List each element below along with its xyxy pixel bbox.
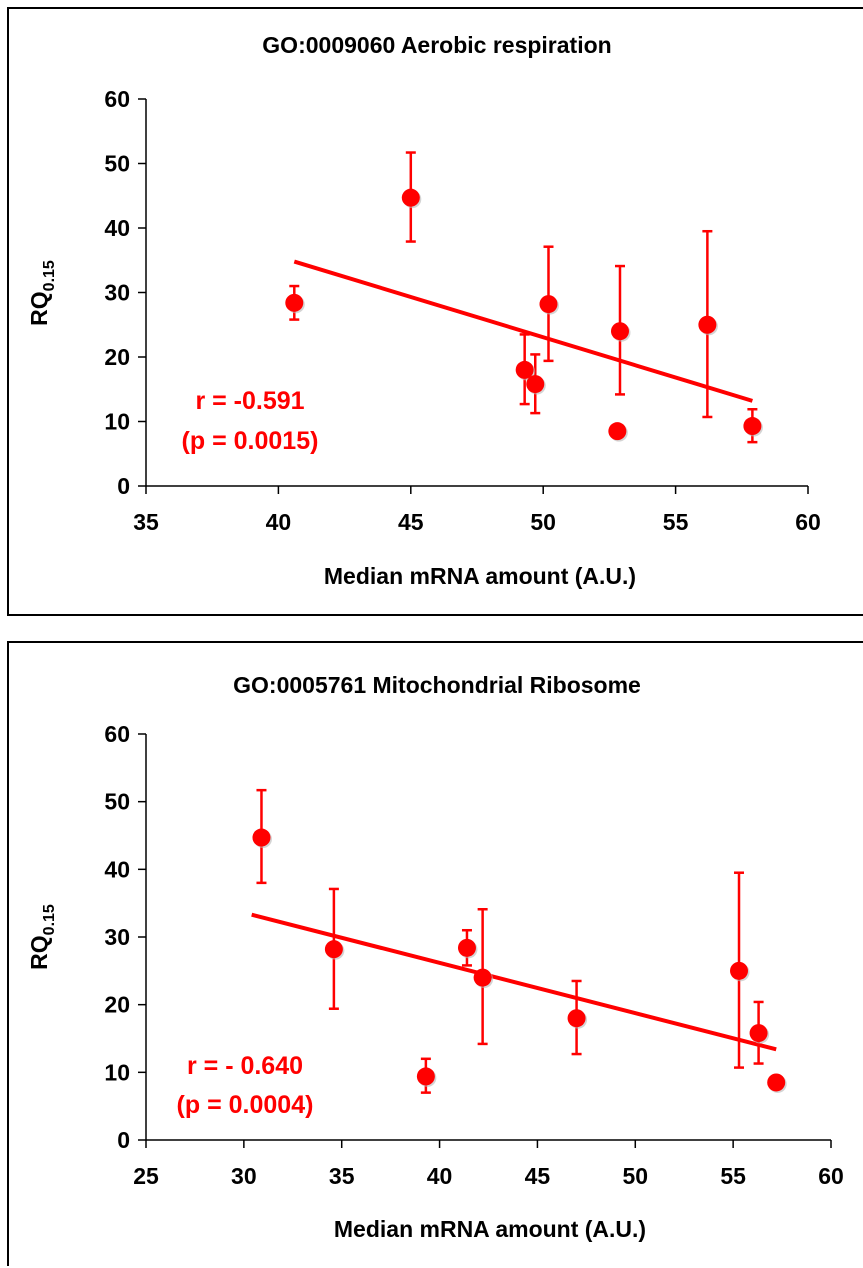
x-tick-label: 30 bbox=[231, 1163, 257, 1189]
scatter-chart-mitochondrial-ribosome: GO:0005761 Mitochondrial Ribosome Median… bbox=[26, 672, 844, 1242]
x-tick-label: 60 bbox=[818, 1163, 844, 1189]
data-point bbox=[416, 1067, 435, 1086]
correlation-r-label: r = - 0.640 bbox=[187, 1052, 303, 1080]
y-tick-label: 60 bbox=[104, 86, 130, 112]
x-tick-label: 55 bbox=[720, 1163, 746, 1189]
x-tick-label: 35 bbox=[329, 1163, 355, 1189]
data-point bbox=[324, 940, 343, 959]
data-point bbox=[749, 1024, 768, 1043]
chart-title: GO:0005761 Mitochondrial Ribosome bbox=[233, 672, 641, 698]
y-tick-label: 50 bbox=[104, 789, 130, 815]
data-point bbox=[473, 968, 492, 987]
y-axis-label-subscript: 0.15 bbox=[41, 260, 58, 291]
scatter-chart-aerobic-respiration: GO:0009060 Aerobic respiration Median mR… bbox=[26, 32, 821, 589]
trend-line bbox=[251, 912, 777, 1052]
chart-panel-mitochondrial-ribosome: GO:0005761 Mitochondrial Ribosome Median… bbox=[7, 641, 863, 1266]
data-point bbox=[539, 295, 558, 314]
x-tick-label: 40 bbox=[427, 1163, 453, 1189]
data-point bbox=[285, 293, 304, 312]
data-point bbox=[608, 422, 627, 441]
data-point bbox=[743, 417, 762, 436]
data-point bbox=[767, 1073, 786, 1092]
data-point bbox=[526, 375, 545, 394]
y-tick-label: 20 bbox=[104, 992, 130, 1018]
x-tick-label: 45 bbox=[398, 509, 424, 535]
data-point bbox=[610, 322, 629, 341]
data-point bbox=[401, 188, 420, 207]
x-tick-label: 50 bbox=[622, 1163, 648, 1189]
data-point bbox=[515, 360, 534, 379]
x-tick-label: 45 bbox=[525, 1163, 551, 1189]
y-tick-label: 20 bbox=[104, 344, 130, 370]
y-tick-label: 50 bbox=[104, 151, 130, 177]
data-point bbox=[252, 828, 271, 847]
y-axis-label-main: RQ bbox=[26, 935, 52, 970]
x-tick-label: 35 bbox=[133, 509, 159, 535]
y-tick-label: 30 bbox=[104, 280, 130, 306]
y-tick-label: 0 bbox=[117, 1127, 130, 1153]
y-axis-label: RQ0.15 bbox=[26, 260, 58, 326]
correlation-r-label: r = -0.591 bbox=[195, 387, 304, 415]
y-tick-label: 40 bbox=[104, 215, 130, 241]
x-tick-label: 60 bbox=[795, 509, 821, 535]
y-tick-label: 10 bbox=[104, 409, 130, 435]
y-tick-label: 60 bbox=[104, 721, 130, 747]
x-axis-label: Median mRNA amount (A.U.) bbox=[324, 563, 636, 589]
x-tick-label: 50 bbox=[530, 509, 556, 535]
data-point bbox=[730, 961, 749, 980]
x-tick-label: 40 bbox=[266, 509, 292, 535]
y-tick-label: 40 bbox=[104, 856, 130, 882]
x-tick-label: 25 bbox=[133, 1163, 159, 1189]
y-axis-label: RQ0.15 bbox=[26, 904, 58, 970]
x-axis-label: Median mRNA amount (A.U.) bbox=[334, 1216, 646, 1242]
data-point bbox=[698, 315, 717, 334]
y-axis-label-subscript: 0.15 bbox=[41, 904, 58, 935]
y-tick-label: 10 bbox=[104, 1059, 130, 1085]
x-tick-label: 55 bbox=[663, 509, 689, 535]
y-tick-label: 30 bbox=[104, 924, 130, 950]
data-point bbox=[567, 1009, 586, 1028]
correlation-p-label: (p = 0.0004) bbox=[177, 1091, 314, 1119]
correlation-p-label: (p = 0.0015) bbox=[182, 427, 319, 455]
y-axis-label-main: RQ bbox=[26, 291, 52, 326]
chart-panel-aerobic-respiration: GO:0009060 Aerobic respiration Median mR… bbox=[7, 7, 863, 616]
chart-title: GO:0009060 Aerobic respiration bbox=[262, 32, 611, 58]
data-point bbox=[457, 938, 476, 957]
y-tick-label: 0 bbox=[117, 473, 130, 499]
trend-line bbox=[293, 259, 753, 403]
